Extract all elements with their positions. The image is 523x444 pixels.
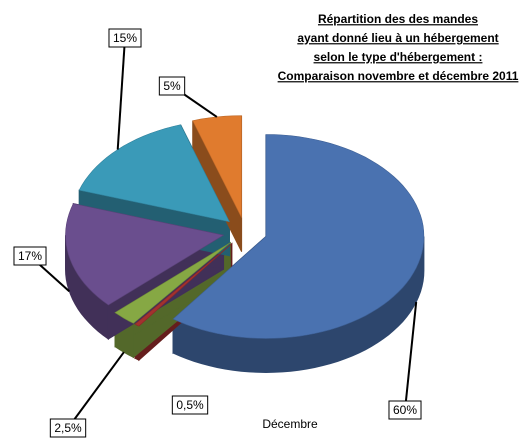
data-label: 0,5% [176,398,204,412]
data-label: 60% [393,403,417,417]
slice [114,242,231,324]
label-box [171,395,209,415]
title-line: selon le type d'hébergement : [314,50,483,64]
label-box [158,76,186,96]
slice [134,243,232,327]
label-box [388,400,422,420]
subtitle: Décembre [262,417,318,431]
label-box [49,418,87,438]
data-label: 2,5% [54,421,82,435]
label-box [13,246,47,266]
slice [65,203,225,306]
slice [172,134,425,339]
data-label: 17% [18,249,42,263]
data-label: 15% [113,31,137,45]
label-box [108,28,142,48]
data-label: 5% [163,79,181,93]
leader-line [67,351,125,429]
title-line: ayant donné lieu à un hébergement [297,31,498,45]
title-group: Répartition des des mandes ayant donné li… [278,12,519,83]
leader-line [116,37,126,150]
slice-tops [65,115,425,339]
title-line: Répartition des des mandes [318,12,478,26]
title-line: Comparaison novembre et décembre 2011 [278,69,519,83]
leader-line [404,301,418,411]
